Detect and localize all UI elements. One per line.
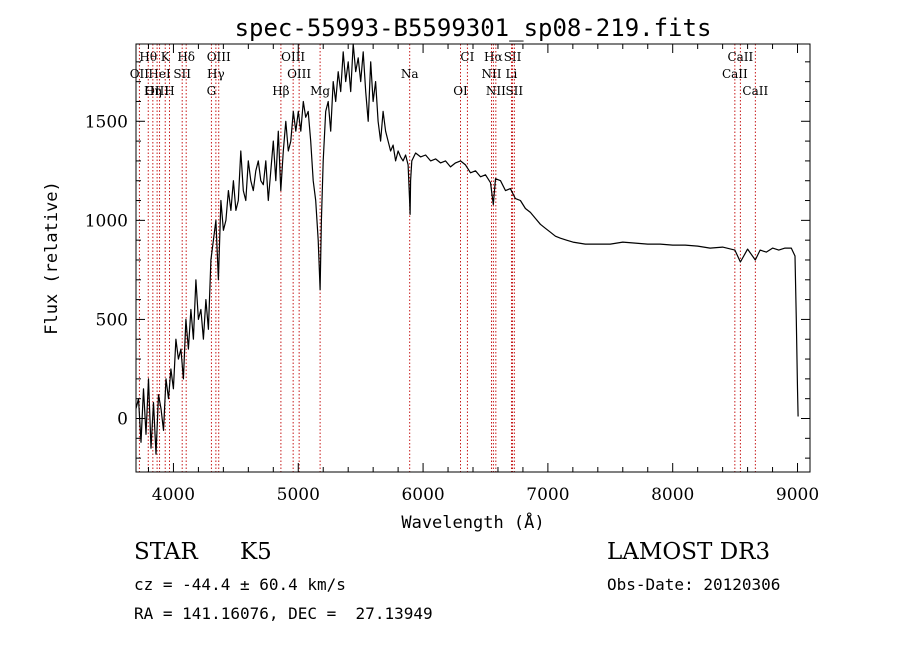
x-tick-label-0: 4000 [152, 485, 195, 505]
flux-series-0 [135, 43, 799, 455]
line-label-lines_low-8: SII [505, 84, 523, 98]
line-label-lines_near_top-4: OIII [281, 50, 305, 64]
line-label-lines_middle-8: CaII [722, 67, 748, 81]
redshift-readout: cz = -44.4 ± 60.4 km/s [134, 575, 346, 594]
survey-label: LAMOST DR3 [607, 539, 771, 565]
object-class: STAR [134, 539, 198, 565]
line-label-lines_low-7: NII [486, 84, 506, 98]
flux-series-layer [135, 43, 799, 455]
line-label-lines_near_top-5: CI [460, 50, 474, 64]
y-tick-label-3: 1500 [85, 112, 128, 132]
y-axis-label: Flux (relative) [42, 181, 62, 335]
line-label-lines_middle-0: OII [130, 67, 150, 81]
line-label-lines_low-1: Hη [144, 84, 162, 98]
line-label-lines_middle-1: HeI [148, 67, 171, 81]
line-label-lines_near_top-8: CaII [727, 50, 753, 64]
line-label-lines_middle-4: OIII [287, 67, 311, 81]
line-label-lines_low-9: CaII [742, 84, 768, 98]
line-label-lines_low-3: G [207, 84, 217, 98]
line-label-lines_low-5: Mg [310, 84, 330, 98]
line-label-lines_near_top-2: Hδ [177, 50, 195, 64]
x-tick-label-5: 9000 [776, 485, 819, 505]
x-axis-label: Wavelength (Å) [401, 511, 544, 533]
line-label-lines_near_top-0: Hθ [139, 50, 157, 64]
x-tick-label-2: 6000 [401, 485, 444, 505]
line-label-lines_middle-6: NII [481, 67, 501, 81]
line-label-lines_middle-3: Hγ [207, 67, 225, 81]
line-label-lines_low-6: OI [453, 84, 468, 98]
line-label-lines_near_top-6: Hα [484, 50, 503, 64]
y-tick-label-1: 500 [96, 310, 128, 330]
y-tick-label-0: 0 [117, 410, 128, 430]
chart-title: spec-55993-B5599301_sp08-219.fits [235, 14, 712, 42]
obs-date: Obs-Date: 20120306 [607, 575, 781, 594]
plot-frame [135, 43, 811, 473]
line-label-lines_middle-2: SII [173, 67, 191, 81]
y-tick-label-2: 1000 [85, 211, 128, 231]
axis-labels: 4000 5000 6000 7000 8000 9000 0 500 1000 1500 [85, 112, 819, 505]
line-label-lines_low-0: OIII [145, 84, 169, 98]
x-tick-label-3: 7000 [526, 485, 569, 505]
x-tick-label-4: 8000 [651, 485, 694, 505]
line-label-lines_near_top-1: K [161, 50, 171, 64]
x-tick-label-1: 5000 [277, 485, 320, 505]
line-label-lines_low-4: Hβ [272, 84, 289, 98]
line-label-lines_near_top-7: SII [504, 50, 522, 64]
line-label-lines_low-2: H [164, 84, 174, 98]
line-label-lines_near_top-3: OIII [207, 50, 231, 64]
object-subclass: K5 [240, 539, 272, 565]
line-label-lines_middle-5: Na [401, 67, 419, 81]
coordinates: RA = 141.16076, DEC = 27.13949 [134, 604, 433, 623]
line-label-lines_middle-7: Li [506, 67, 518, 81]
axis-ticks [136, 44, 810, 472]
